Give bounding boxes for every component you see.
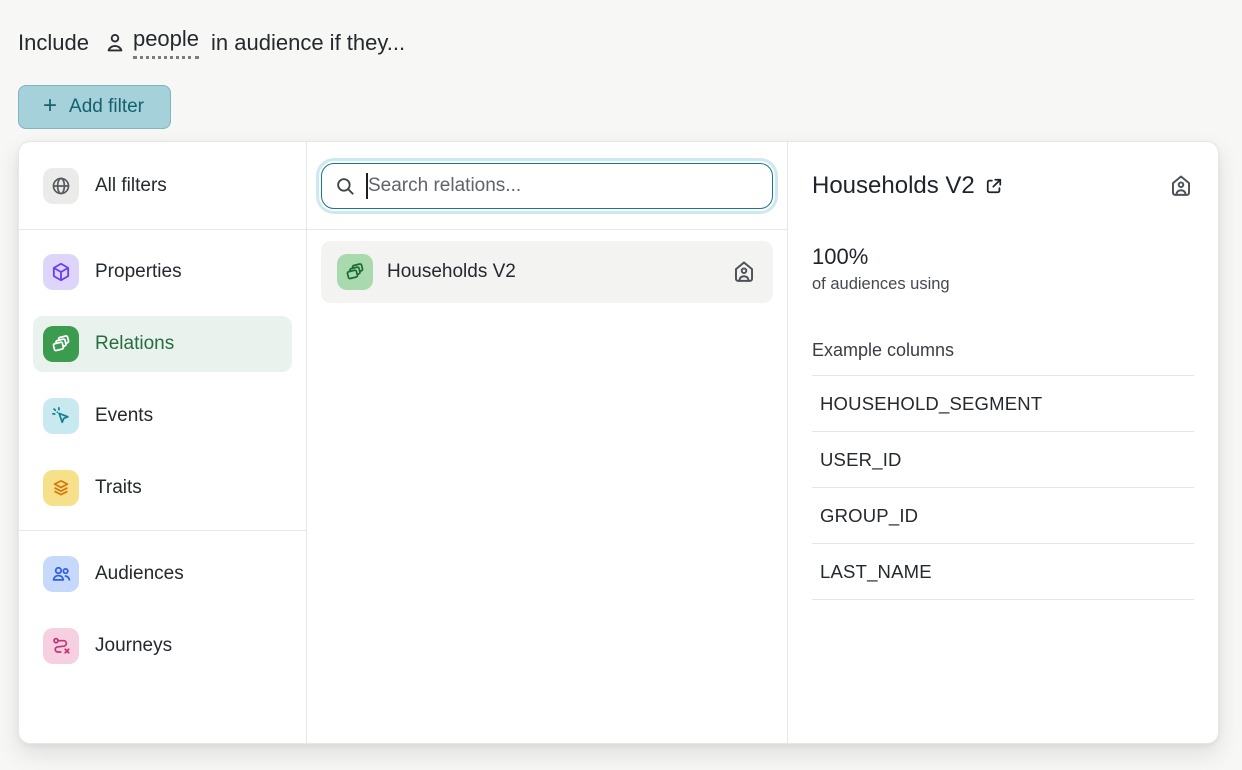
cube-icon <box>43 254 79 290</box>
sidebar-item-label: Properties <box>95 261 182 282</box>
relation-results: Households V2 <box>307 230 787 314</box>
cursor-sparkle-icon <box>43 398 79 434</box>
sidebar-item-all-filters[interactable]: All filters <box>33 158 292 214</box>
add-filter-button[interactable]: + Add filter <box>18 85 171 129</box>
sidebar-item-label: Traits <box>95 477 142 498</box>
columns-heading: Example columns <box>812 340 955 360</box>
column-name: USER_ID <box>820 448 902 470</box>
filter-sidebar: All filters Properties <box>19 142 307 743</box>
relation-row-households-v2[interactable]: Households V2 <box>321 241 773 303</box>
sidebar-item-label: Audiences <box>95 563 184 584</box>
sidebar-group-all: All filters <box>19 142 306 230</box>
usage-percentage: 100% <box>812 244 869 269</box>
relations-icon <box>43 326 79 362</box>
household-icon <box>735 261 753 282</box>
sidebar-item-audiences[interactable]: Audiences <box>33 546 292 602</box>
layers-icon <box>43 470 79 506</box>
condition-suffix: in audience if they... <box>211 29 406 55</box>
column-row: HOUSEHOLD_SEGMENT <box>812 376 1194 432</box>
column-name: HOUSEHOLD_SEGMENT <box>820 392 1043 414</box>
sidebar-group-types: Properties Relations <box>19 230 306 531</box>
audience-condition-sentence: Include people in audience if they... <box>18 26 405 59</box>
relation-title-row: Households V2 <box>812 172 1004 200</box>
people-dropdown[interactable]: people <box>103 26 200 59</box>
relation-list-panel: Households V2 <box>307 142 788 743</box>
sidebar-item-label: Events <box>95 405 154 426</box>
detail-header: Households V2 <box>812 172 1194 200</box>
sidebar-item-events[interactable]: Events <box>33 388 292 444</box>
sidebar-item-label: Relations <box>95 333 175 354</box>
relation-row-label: Households V2 <box>387 261 516 282</box>
household-icon <box>1172 175 1190 196</box>
people-icon <box>43 556 79 592</box>
example-columns-list: HOUSEHOLD_SEGMENT USER_ID GROUP_ID LAST_… <box>812 375 1194 600</box>
search-input[interactable] <box>321 163 773 209</box>
relations-icon <box>337 254 373 290</box>
sidebar-item-relations[interactable]: Relations <box>33 316 292 372</box>
sidebar-item-traits[interactable]: Traits <box>33 460 292 516</box>
globe-icon <box>43 168 79 204</box>
sidebar-item-label: All filters <box>95 175 167 196</box>
add-filter-label: Add filter <box>69 96 144 117</box>
person-icon <box>107 33 123 51</box>
usage-caption: of audiences using <box>812 275 950 293</box>
external-link-icon[interactable] <box>984 176 1004 196</box>
sidebar-item-label: Journeys <box>95 635 173 656</box>
plus-icon: + <box>43 92 58 119</box>
people-label: people <box>132 26 200 59</box>
search-zone <box>307 142 787 230</box>
column-row: GROUP_ID <box>812 488 1194 544</box>
filter-popover: All filters Properties <box>18 141 1219 744</box>
column-row: USER_ID <box>812 432 1194 488</box>
journey-icon <box>43 628 79 664</box>
column-row: LAST_NAME <box>812 544 1194 600</box>
relation-detail-panel: Households V2 100% of audiences using Ex… <box>788 142 1218 743</box>
sidebar-group-other: Audiences Journeys <box>19 531 306 674</box>
include-text: Include <box>18 29 89 55</box>
relation-title: Households V2 <box>812 172 975 199</box>
sidebar-item-properties[interactable]: Properties <box>33 244 292 300</box>
column-name: LAST_NAME <box>820 560 932 582</box>
sidebar-item-journeys[interactable]: Journeys <box>33 618 292 674</box>
column-name: GROUP_ID <box>820 504 919 526</box>
